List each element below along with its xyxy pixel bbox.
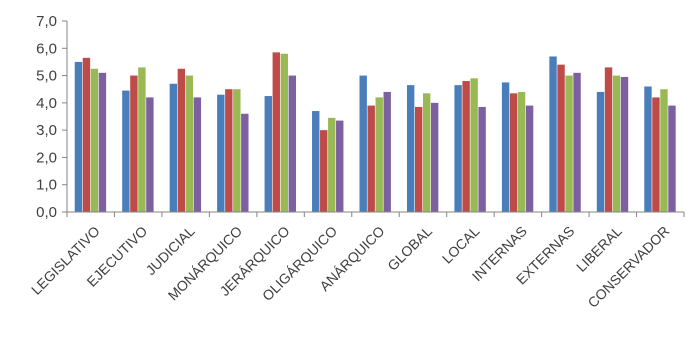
x-axis: LEGISLATIVOEJECUTIVOJUDICIALMONÁRQUICOJE…: [28, 211, 685, 311]
bar: [652, 97, 660, 212]
bar: [185, 75, 194, 212]
bar: [454, 85, 462, 212]
bar: [668, 105, 676, 212]
bar: [328, 117, 336, 212]
bar: [336, 120, 344, 212]
bar: [644, 86, 652, 212]
bar: [422, 93, 431, 212]
y-tick-label: 1,0: [36, 177, 57, 194]
bar: [517, 91, 526, 212]
bar: [414, 106, 423, 212]
bar: [573, 72, 581, 212]
bar: [430, 102, 439, 212]
bar: [217, 94, 225, 212]
bar: [660, 89, 668, 212]
bar: [98, 72, 107, 212]
y-tick-label: 4,0: [36, 95, 57, 112]
bar: [406, 85, 415, 212]
bar: [462, 81, 470, 212]
bar: [122, 90, 130, 212]
bar: [470, 78, 478, 212]
bar: [90, 68, 99, 212]
x-tick-label: GLOBAL: [384, 223, 435, 274]
bar: [312, 111, 320, 212]
y-tick-label: 6,0: [36, 40, 57, 57]
y-tick-label: 3,0: [36, 122, 57, 139]
bar: [565, 75, 573, 212]
bar: [82, 57, 91, 213]
bar: [359, 75, 367, 212]
bar: [478, 106, 486, 212]
bar: [169, 83, 178, 212]
bar: [241, 113, 249, 212]
y-tick-label: 5,0: [36, 68, 57, 85]
bar: [320, 130, 328, 212]
bar: [280, 53, 288, 212]
y-tick-label: 2,0: [36, 149, 57, 166]
bar: [549, 56, 557, 212]
bar: [375, 97, 383, 212]
bar: [130, 75, 138, 212]
bar: [383, 91, 391, 212]
bar: [146, 97, 154, 212]
bar: [509, 93, 518, 212]
bar: [264, 96, 272, 212]
bar: [288, 75, 296, 212]
bar: [367, 105, 375, 212]
bar: [272, 52, 280, 212]
bar: [612, 75, 621, 212]
y-axis: 0,0 1,0 2,0 3,0 4,0 5,0 6,0 7,0: [36, 13, 68, 221]
y-tick-label: 0,0: [36, 204, 57, 221]
x-tick-label: CONSERVADOR: [584, 223, 672, 311]
bar: [620, 76, 629, 212]
bar: [604, 67, 613, 212]
bar: [233, 89, 241, 212]
bars: [74, 52, 676, 213]
bar: [177, 68, 186, 212]
bar: [596, 91, 605, 212]
bar: [74, 61, 83, 213]
bar: [138, 67, 146, 212]
bar: [525, 105, 534, 212]
bar: [193, 97, 202, 212]
x-tick-label: LOCAL: [439, 223, 483, 267]
bar: [557, 64, 565, 212]
y-tick-label: 7,0: [36, 13, 57, 30]
bar: [225, 89, 233, 212]
bar: [501, 82, 510, 212]
